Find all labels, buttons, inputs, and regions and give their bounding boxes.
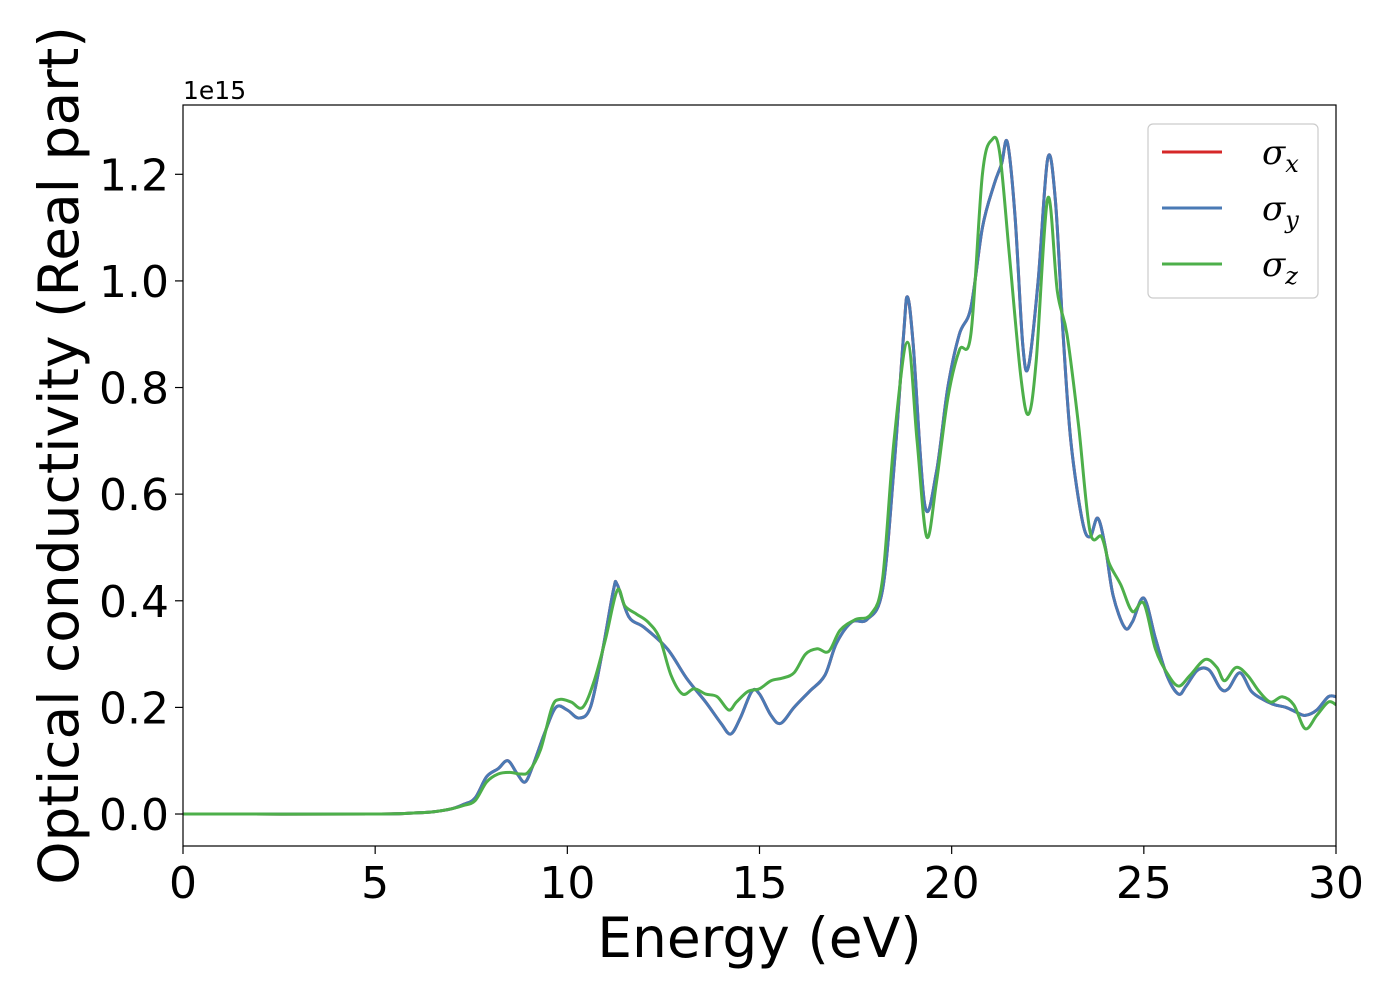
x-tick-label: 20 <box>924 858 980 909</box>
y-tick-label: 0.8 <box>99 364 169 415</box>
y-tick-label: 0.2 <box>99 683 169 734</box>
x-tick-label: 25 <box>1116 858 1172 909</box>
y-axis: 0.0 0.2 0.4 0.6 0.8 1.0 1.2 <box>99 150 183 841</box>
x-tick-label: 10 <box>539 858 595 909</box>
x-tick-label: 15 <box>732 858 788 909</box>
y-axis-offset-label: 1e15 <box>183 76 246 105</box>
series-line-y <box>183 138 1336 816</box>
y-tick-label: 1.2 <box>99 150 169 201</box>
y-tick-label: 0.0 <box>99 790 169 841</box>
y-tick-label: 0.6 <box>99 470 169 521</box>
x-axis-label: Energy (eV) <box>597 906 921 970</box>
x-axis: 0 5 10 15 20 25 30 <box>169 846 1364 909</box>
x-tick-label: 5 <box>361 858 389 909</box>
x-tick-label: 0 <box>169 858 197 909</box>
legend-box <box>1147 123 1319 299</box>
y-tick-label: 1.0 <box>99 257 169 308</box>
series-layer <box>183 135 1336 816</box>
y-tick-label: 0.4 <box>99 577 169 628</box>
legend-label: σz <box>1262 245 1298 290</box>
x-tick-label: 30 <box>1308 858 1364 909</box>
series-line-z <box>183 135 1336 816</box>
y-axis-label: Optical conductivity (Real part) <box>27 26 91 885</box>
